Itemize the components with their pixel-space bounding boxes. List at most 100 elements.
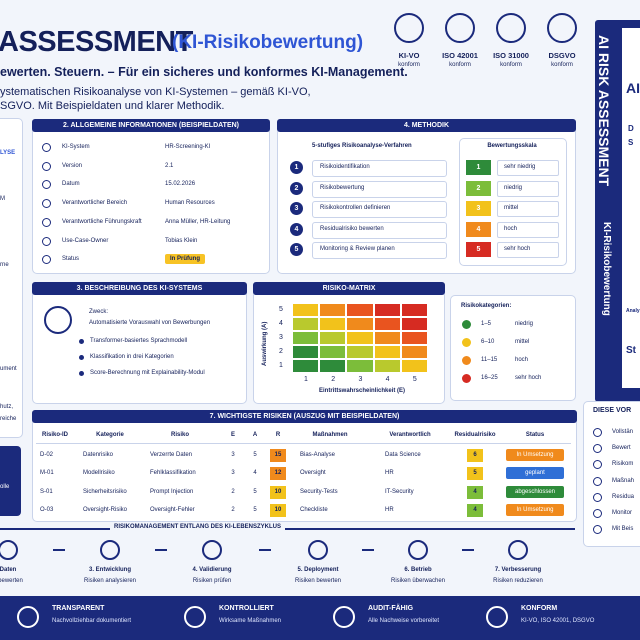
matrix-cell [373, 345, 401, 359]
bullet [79, 355, 84, 360]
lifecycle-sub: Risiken überwachen [390, 578, 446, 584]
category-dot [462, 320, 471, 329]
y-tick-label: 3 [279, 334, 283, 341]
category-label: hoch [515, 357, 529, 363]
badge-label: KI-VO [398, 51, 420, 60]
scale-label: sehr niedrig [504, 164, 536, 170]
badge-sub: konform [449, 62, 471, 68]
check-icon [593, 460, 602, 470]
left-panel-text: ument [0, 366, 17, 372]
step-box [312, 221, 447, 239]
x-tick-label: 5 [412, 376, 417, 383]
category-dot [462, 338, 471, 347]
footer-icon [333, 606, 355, 628]
cell: Bias-Analyse [300, 452, 336, 458]
lifecycle-step: 4. Validierung [192, 567, 232, 573]
row-icon [42, 199, 51, 209]
footer-icon [184, 606, 206, 628]
matrix-cell [292, 303, 320, 317]
scale-level: 2 [466, 180, 491, 196]
book-cover [622, 28, 640, 388]
status-badge: In Prüfung [165, 254, 205, 265]
side-item: Vollstän [612, 429, 634, 435]
cell: Security-Tests [300, 488, 338, 495]
scale-level: 4 [466, 221, 491, 237]
matrix-cell [400, 359, 428, 373]
book-cover-text: D [628, 124, 634, 133]
brain-icon [44, 306, 72, 334]
footer-icon [486, 606, 508, 628]
step-box [312, 160, 447, 177]
matrix-cell [346, 359, 374, 373]
bullet-text: Score-Berechnung mit Explainability-Modu… [90, 370, 205, 376]
side-item: Maßnah [612, 477, 635, 484]
bullet-text: Transformer-basiertes Sprachmodell [90, 338, 188, 344]
scale-label: niedrig [504, 184, 523, 191]
step-number: 3 [290, 202, 303, 215]
scale-title: Bewertungsskala [487, 143, 537, 149]
scale-level: 1 [466, 160, 491, 175]
category-panel [450, 295, 576, 401]
footer-sub: Nachvollziehbar dokumentiert [52, 618, 132, 624]
matrix-cell [400, 303, 428, 317]
section-header: 4. METHODIK [277, 119, 576, 132]
x-tick-label: 2 [331, 376, 336, 383]
description: SGVO. Mit Beispieldaten und klarer Metho… [0, 100, 225, 112]
scale-label: mittel [504, 205, 519, 211]
side-item: Mit Beis [612, 526, 634, 533]
book-cover-text: Analys [626, 308, 640, 314]
info-value: Anna Müller, HR-Leitung [165, 218, 231, 225]
cell: 5 [253, 506, 257, 513]
arrow [259, 549, 271, 551]
status-pill: In Umsetzung [506, 449, 564, 461]
side-item: Bewert [612, 445, 631, 452]
risk-score: 4 [467, 485, 483, 499]
category-label: mittel [515, 339, 530, 345]
badge-label: ISO 31000 [493, 51, 529, 60]
left-panel-text: LYSE [0, 150, 16, 156]
info-label: Verantwortliche Führungskraft [62, 218, 142, 225]
step-number: 5 [290, 243, 303, 256]
book-cover-text: St [626, 345, 636, 356]
info-value: Human Resources [165, 200, 215, 207]
cell: Oversight-Risiko [83, 506, 128, 513]
footer-title: TRANSPARENT [52, 605, 105, 612]
info-value: 2.1 [165, 162, 174, 169]
cell: IT-Security [385, 488, 414, 495]
risk-score: 5 [467, 467, 483, 481]
footer-sub: Alle Nachweise vorbereitet [368, 618, 440, 624]
category-range: 1–5 [481, 321, 492, 327]
category-dot [462, 374, 471, 383]
check-icon [593, 476, 602, 486]
matrix-cell [319, 359, 347, 373]
y-tick-label: 2 [279, 348, 283, 355]
bullet [79, 371, 84, 376]
lifecycle-rule [0, 528, 575, 530]
arrow [155, 549, 167, 551]
category-range: 11–15 [481, 357, 498, 363]
arrow [53, 549, 65, 551]
matrix-cell [292, 331, 320, 345]
left-panel-text: M [0, 196, 5, 202]
column-header: Status [525, 432, 545, 438]
info-label: Status [62, 256, 80, 263]
left-panel-text: hutz, [0, 404, 14, 410]
footer-sub: Wirksame Maßnahmen [219, 618, 282, 624]
cell: Fehlklassifikation [150, 470, 196, 477]
risks-panel [32, 410, 577, 522]
lifecycle-icon [100, 540, 120, 560]
matrix-cell [319, 345, 347, 359]
lifecycle-icon [408, 540, 428, 560]
side-title: DIESE VOR [593, 407, 632, 414]
purpose-label: Zweck: [89, 309, 109, 315]
status-pill: geplant [506, 467, 564, 480]
info-value: Tobias Klein [165, 237, 198, 244]
risk-score: 15 [270, 449, 286, 462]
side-item: Monitor [612, 510, 633, 516]
column-header: Verantwortlich [389, 432, 431, 438]
scale-label: hoch [504, 225, 518, 232]
lifecycle-sub: n bewerten [0, 578, 23, 584]
cell: Sicherheitsrisiko [83, 488, 127, 495]
row-icon [42, 143, 51, 152]
matrix-cell [292, 317, 320, 331]
